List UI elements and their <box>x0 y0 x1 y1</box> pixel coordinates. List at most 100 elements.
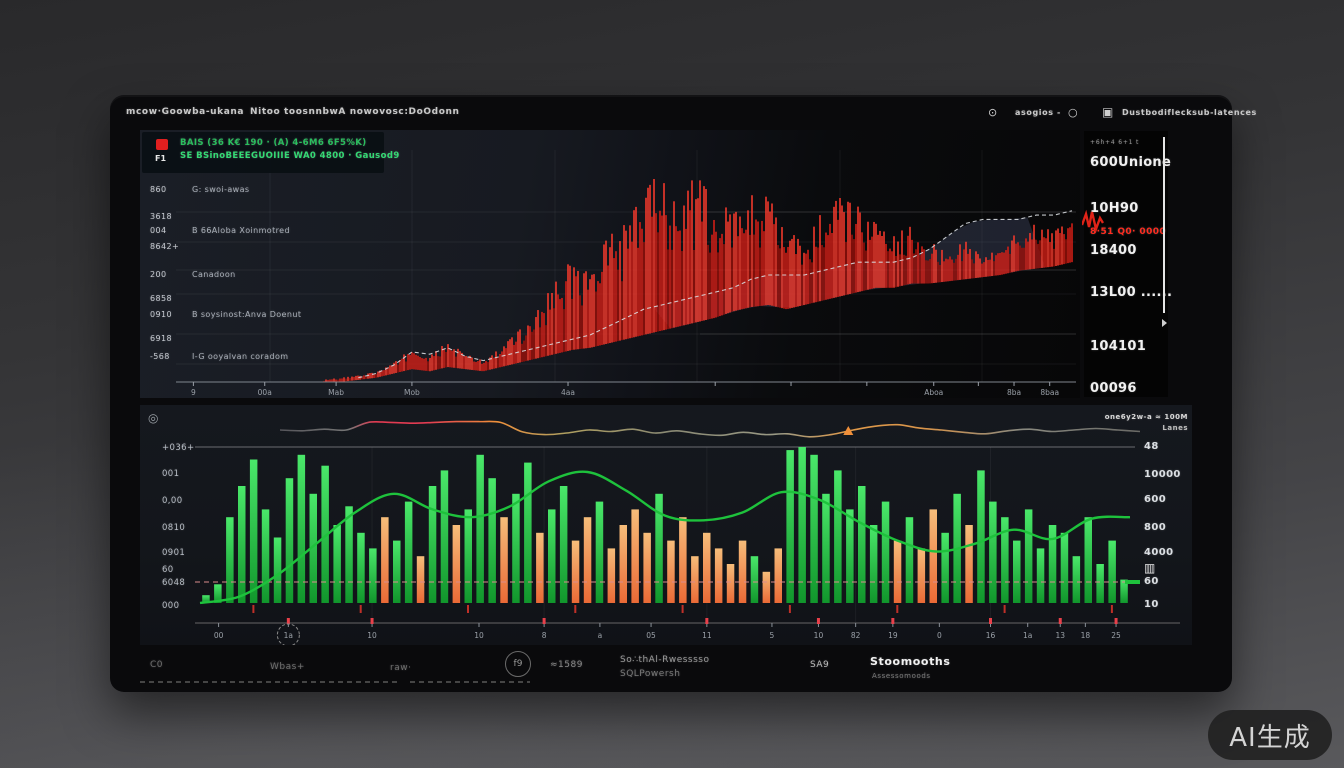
overlay-line-1: one6y2w-a ≈ 100M <box>1104 413 1188 421</box>
volume-x-label: 1a <box>284 631 293 640</box>
y-axis-value: 200 <box>150 270 167 279</box>
main-chart-canvas: 9 00a Mab Mob 4aa Aboa 8ba 8baa <box>176 150 1076 397</box>
menu-dropdown[interactable]: asogios - <box>1015 108 1061 117</box>
x-axis-label: 8baa <box>1040 388 1059 397</box>
price-scale-label: 600Unione <box>1090 155 1172 170</box>
volume-x-label: 0 <box>937 631 942 640</box>
volume-left-label: 001 <box>162 469 180 479</box>
volume-left-label: 000 <box>162 601 180 611</box>
current-price-label: 8·51 Q0· 0000 <box>1090 227 1167 237</box>
y-axis-note: G: swoi-awas <box>192 185 250 194</box>
volume-left-label: 6048 <box>162 578 186 588</box>
toolbar-count: ≈1589 <box>550 660 583 670</box>
legend-box: F1 BAIS (36 K€ 190 · (A) 4-6M6 6F5%K) SE… <box>142 132 399 173</box>
app-title: mcow·Goowba-ukana <box>126 107 245 117</box>
volume-x-label: 11 <box>702 631 712 640</box>
volume-right-label: 10000 <box>1144 469 1181 480</box>
toolbar-sql-line1[interactable]: So∴thAl-Rwesssso <box>620 655 710 665</box>
x-axis-label: 8ba <box>1007 388 1021 397</box>
volume-x-label: 8 <box>542 631 547 640</box>
price-cursor-arrow <box>1162 319 1167 327</box>
volume-x-label: 05 <box>646 631 656 640</box>
toolbar-sql-line2[interactable]: SQLPowersh <box>620 669 681 679</box>
y-axis-value: 6858 <box>150 294 172 303</box>
x-axis-label: Mob <box>404 388 420 397</box>
price-scale-label: 104101 <box>1090 339 1147 354</box>
y-axis-value: 004 <box>150 226 167 235</box>
main-chart: 9 00a Mab Mob 4aa Aboa 8ba 8baa F1 BAIS (36 K€ … <box>140 130 1080 398</box>
volume-x-label: 10 <box>814 631 824 640</box>
price-scrollbar[interactable] <box>1163 137 1165 313</box>
overlay-line-2: Lanes <box>1162 424 1188 432</box>
red-badge-icon <box>156 139 168 150</box>
ai-generated-watermark: AI生成 <box>1208 710 1332 760</box>
x-axis-label: Mab <box>328 388 344 397</box>
y-axis-note: B 66Aloba Xoinmotred <box>192 226 290 235</box>
y-axis-value: 8642+ <box>150 242 180 251</box>
volume-x-label: 00 <box>214 631 224 640</box>
price-cursor-scribble <box>1082 209 1104 234</box>
eye-icon[interactable]: ⊙ <box>988 106 998 119</box>
volume-x-label: 13 <box>1055 631 1065 640</box>
legend-line-2: SE BSinoBEEEGUOIIIE WA0 4800 · Gausod9 <box>180 151 400 161</box>
x-axis-label: 00a <box>258 388 272 397</box>
volume-left-label: +036+ <box>162 443 195 453</box>
price-scale-label: 13L00 ...... <box>1090 285 1173 300</box>
toolbar-divider-dashes <box>140 681 400 683</box>
volume-right-label: 60 <box>1144 576 1159 587</box>
chart-overlay-text: one6y2w-a ≈ 100M Lanes <box>1070 413 1188 432</box>
circle-icon[interactable]: ○ <box>1068 106 1078 119</box>
price-scale-label: 18400 <box>1090 243 1137 258</box>
volume-x-label: 25 <box>1111 631 1121 640</box>
price-scale-label: +6h+4 6+1 t <box>1090 139 1140 146</box>
volume-x-label: 10 <box>474 631 484 640</box>
price-scale-label: 00096 <box>1090 381 1137 396</box>
toolbar-sa9[interactable]: SA9 <box>810 660 830 670</box>
volume-x-label: 16 <box>986 631 996 640</box>
toolbar-item-1[interactable]: Wbas+ <box>270 662 305 672</box>
topbar-right-text: Dustbodiflecksub-latences <box>1122 108 1257 117</box>
legend-badge-label: F1 <box>155 154 167 163</box>
toolbar-item-2[interactable]: raw· <box>390 663 412 673</box>
volume-left-label: 0,00 <box>162 496 183 506</box>
toolbar-main-button[interactable]: Stoomooths <box>870 655 951 668</box>
x-axis-label: 9 <box>191 388 196 397</box>
volume-x-label: 82 <box>851 631 861 640</box>
toolbar-sub-label: Assessomoods <box>872 672 931 680</box>
volume-chart-panel: ◎ 00 1a 10 10 8 a 05 11 5 10 82 19 0 16 1a 13 18 25 one6y… <box>140 405 1192 647</box>
volume-right-label: 600 <box>1144 494 1167 505</box>
f9-badge[interactable]: f9 <box>505 651 531 677</box>
price-scale-label: 10H90 <box>1090 201 1139 216</box>
y-axis-note: B soysinost:Anva Doenut <box>192 310 302 319</box>
y-axis-note: Canadoon <box>192 270 236 279</box>
volume-right-label: 4000 <box>1144 547 1174 558</box>
volume-x-label: a <box>598 631 603 640</box>
volume-x-label: 19 <box>888 631 898 640</box>
y-axis-value: -568 <box>150 352 170 361</box>
y-axis-note: I-G ooyalvan coradom <box>192 352 289 361</box>
y-axis-value: 6918 <box>150 334 172 343</box>
volume-right-label: 10 <box>1144 599 1159 610</box>
volume-right-label: 48 <box>1144 441 1159 452</box>
app-window: mcow·Goowba-ukana Nitoo toosnnbwA nowovo… <box>110 95 1256 692</box>
y-axis-value: 860 <box>150 185 167 194</box>
volume-right-label: 800 <box>1144 522 1167 533</box>
toolbar-divider-dashes-2 <box>410 681 530 683</box>
x-axis-label: Aboa <box>924 388 943 397</box>
volume-x-label: 18 <box>1081 631 1091 640</box>
legend-line-1: BAIS (36 K€ 190 · (A) 4-6M6 6F5%K) <box>180 138 367 148</box>
volume-x-label: 1a <box>1023 631 1032 640</box>
volume-left-label: 0901 <box>162 548 186 558</box>
y-axis-value: 3618 <box>150 212 172 221</box>
volume-chart-canvas: 00 1a 10 10 8 a 05 11 5 10 82 19 0 16 1a 13 18 25 <box>195 420 1180 647</box>
toolbar-c0-button[interactable]: C0 <box>150 660 164 670</box>
breadcrumb: Nitoo toosnnbwA nowovosc:DoOdonn <box>250 107 460 117</box>
y-axis-value: 0910 <box>150 310 172 319</box>
x-axis-label: 4aa <box>561 388 575 397</box>
volume-x-label: 10 <box>367 631 377 640</box>
panel-icon[interactable]: ▣ <box>1102 105 1114 119</box>
price-scale-panel: +6h+4 6+1 t 600Unione 10H90 8·51 Q0· 0000 18… <box>1082 131 1172 397</box>
volume-left-label: 60 <box>162 565 174 575</box>
target-icon[interactable]: ◎ <box>148 411 159 425</box>
